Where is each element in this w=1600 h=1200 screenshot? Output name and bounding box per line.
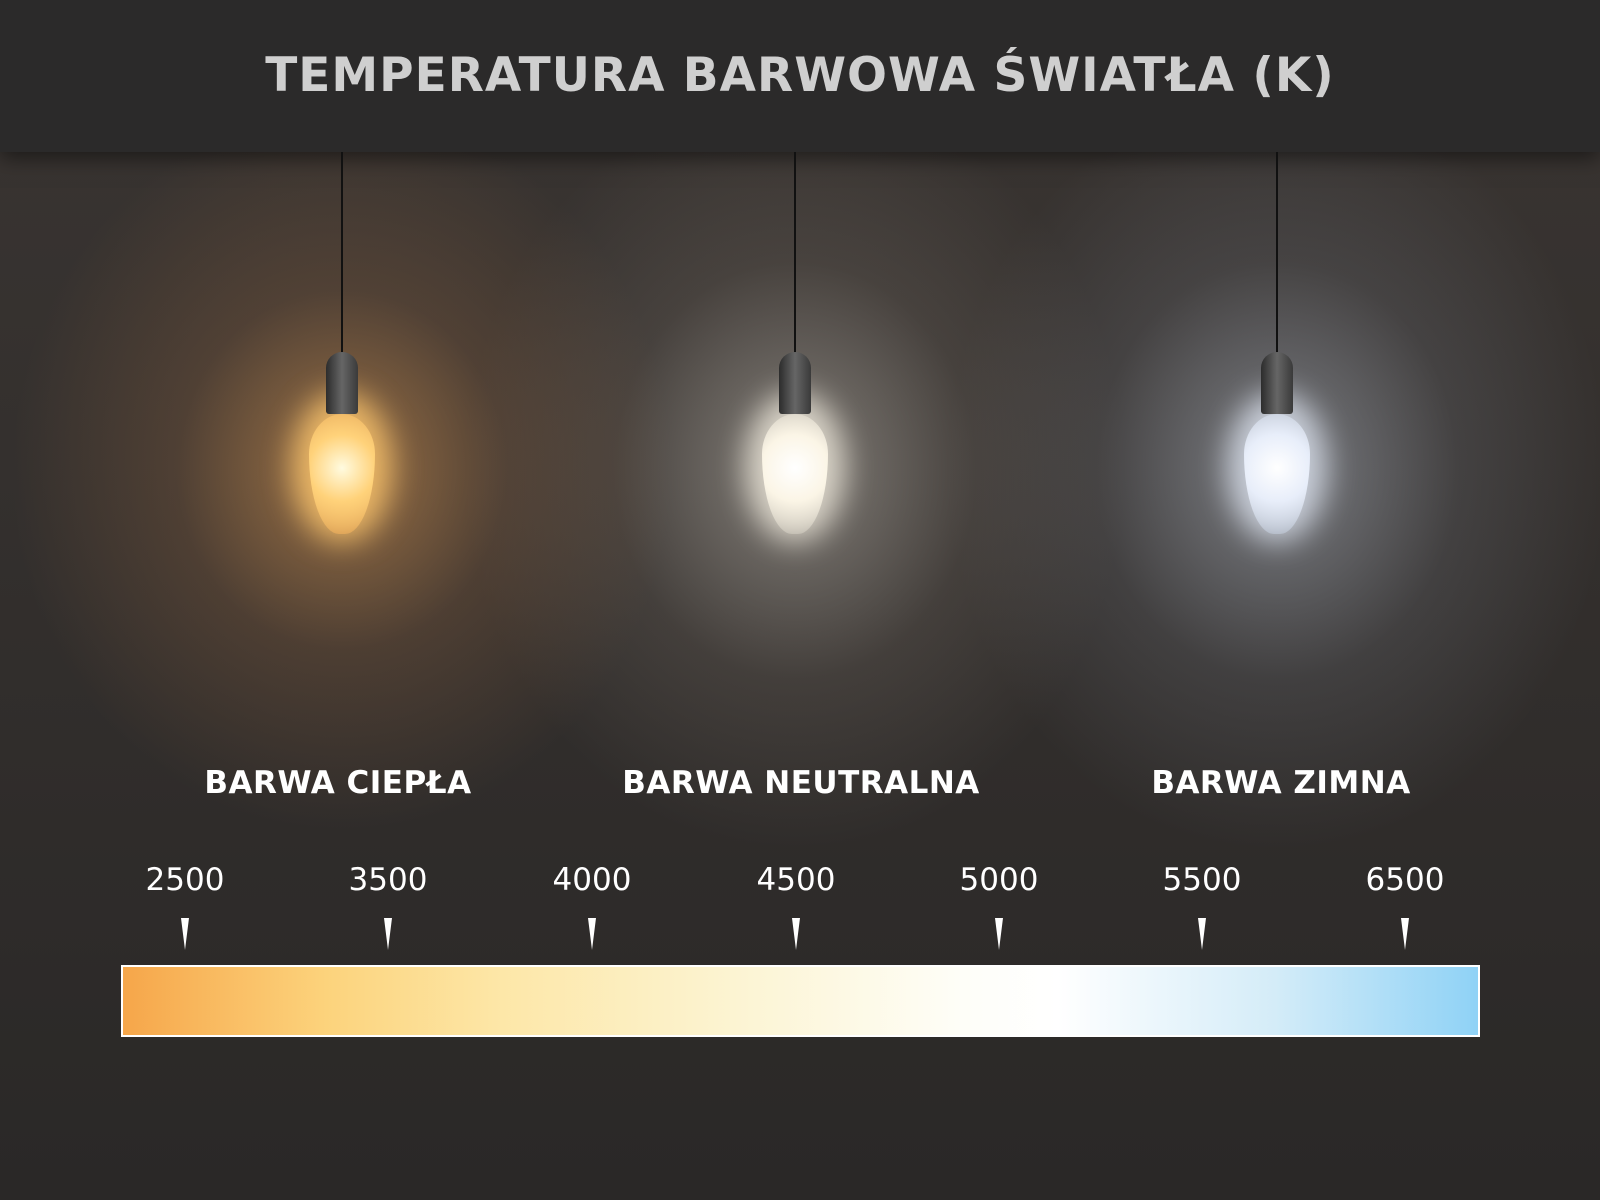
cool-light-bulb: [1217, 152, 1337, 552]
socket: [326, 352, 358, 414]
cord: [794, 152, 796, 357]
bulb-icon: [762, 414, 828, 534]
label-cool: BARWA ZIMNA: [1151, 765, 1411, 801]
tick-marker: [181, 918, 189, 950]
tick-label: 2500: [145, 862, 225, 898]
tick-marker: [1198, 918, 1206, 950]
header-bar: TEMPERATURA BARWOWA ŚWIATŁA (K): [0, 0, 1600, 152]
tick-marker: [792, 918, 800, 950]
tick-label: 5500: [1162, 862, 1242, 898]
tick-label: 4500: [756, 862, 836, 898]
color-temperature-gradient-bar: [121, 965, 1480, 1037]
tick-label: 5000: [959, 862, 1039, 898]
tick-marker: [384, 918, 392, 950]
cord: [1276, 152, 1278, 357]
socket: [1261, 352, 1293, 414]
neutral-light-bulb: [735, 152, 855, 552]
cord: [341, 152, 343, 357]
tick-marker: [588, 918, 596, 950]
tick-label: 4000: [552, 862, 632, 898]
socket: [779, 352, 811, 414]
label-warm: BARWA CIEPŁA: [204, 765, 472, 801]
bulb-icon: [1244, 414, 1310, 534]
tick-marker: [995, 918, 1003, 950]
tick-label: 3500: [348, 862, 428, 898]
label-neutral: BARWA NEUTRALNA: [622, 765, 980, 801]
page-title: TEMPERATURA BARWOWA ŚWIATŁA (K): [265, 48, 1335, 103]
tick-marker: [1401, 918, 1409, 950]
bulb-icon: [309, 414, 375, 534]
tick-label: 6500: [1365, 862, 1445, 898]
warm-light-bulb: [282, 152, 402, 552]
